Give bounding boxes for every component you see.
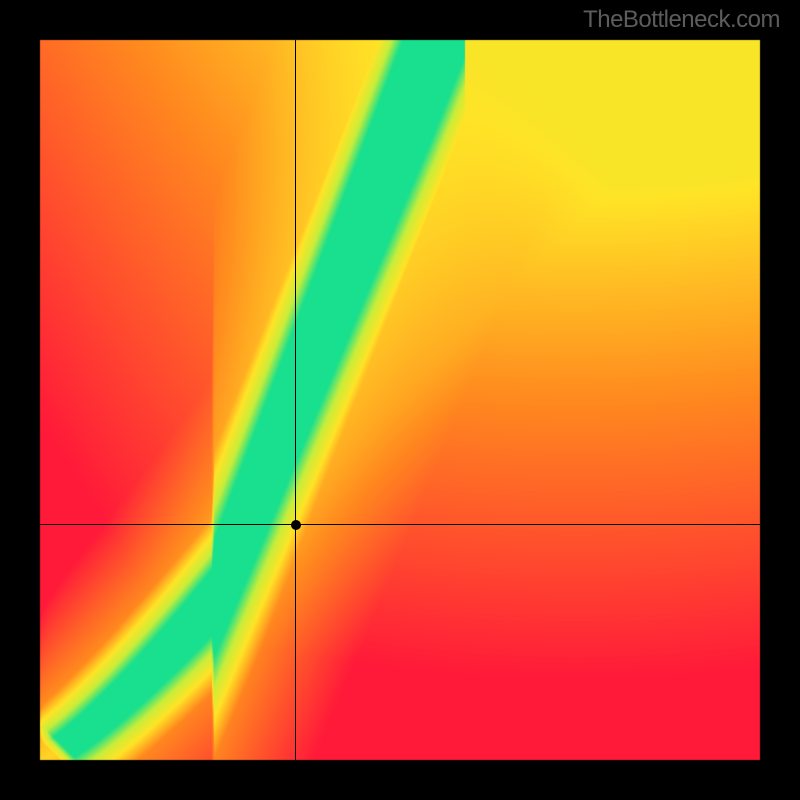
heatmap-plot xyxy=(0,0,800,800)
watermark-text: TheBottleneck.com xyxy=(583,6,780,34)
crosshair-point xyxy=(291,520,301,530)
heatmap-canvas xyxy=(0,0,800,800)
crosshair-vertical xyxy=(295,40,296,760)
crosshair-horizontal xyxy=(40,524,760,525)
